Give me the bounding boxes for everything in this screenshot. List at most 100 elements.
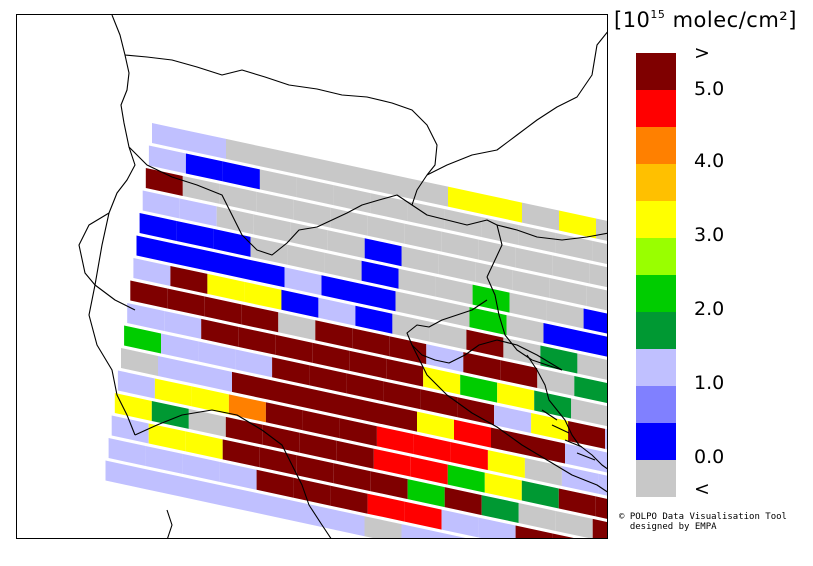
border-swiss-italy bbox=[128, 146, 503, 278]
islands-croatia bbox=[541, 409, 596, 461]
swath-cell bbox=[269, 379, 306, 408]
swath-cell bbox=[583, 308, 607, 334]
swath-cell bbox=[330, 207, 368, 236]
swath-cell bbox=[549, 278, 587, 306]
swath-cell bbox=[142, 190, 180, 219]
swath-cell bbox=[306, 387, 343, 416]
swath-cell bbox=[460, 374, 498, 403]
swath-cell bbox=[429, 321, 467, 350]
swath-cell bbox=[158, 356, 195, 384]
swath-cell bbox=[515, 247, 553, 276]
swath-cell bbox=[361, 260, 399, 289]
swath-cell bbox=[330, 485, 368, 514]
swath-cell bbox=[148, 423, 186, 452]
colorbar bbox=[636, 53, 676, 497]
border-italy-south bbox=[291, 464, 332, 538]
swath-cell bbox=[253, 492, 291, 521]
border-germany-switzerland bbox=[124, 54, 438, 176]
swath-cell bbox=[478, 517, 516, 538]
swath-cell bbox=[423, 366, 461, 395]
border-austria-germany bbox=[426, 31, 607, 176]
swath-cell bbox=[293, 477, 331, 506]
swath-cell bbox=[571, 398, 607, 427]
swath-cell bbox=[373, 448, 411, 477]
colorbar-swatch bbox=[636, 164, 676, 201]
swath-cell bbox=[592, 518, 607, 538]
swath-cell bbox=[318, 297, 356, 326]
swath-cell bbox=[574, 376, 607, 403]
swath-cell bbox=[315, 320, 353, 349]
swath-cell bbox=[222, 439, 260, 468]
swath-cell bbox=[509, 292, 547, 321]
swath-cell bbox=[339, 418, 377, 447]
swath-cell bbox=[265, 402, 303, 431]
swath-cell bbox=[167, 288, 205, 317]
swath-cell bbox=[506, 315, 544, 343]
colorbar-swatch bbox=[636, 53, 676, 90]
swath-cell bbox=[164, 311, 202, 339]
swath-cell bbox=[487, 450, 525, 478]
swath-cell bbox=[577, 353, 607, 380]
swath-cell bbox=[518, 225, 556, 253]
swath-cell bbox=[540, 345, 578, 374]
swath-cell bbox=[235, 349, 273, 378]
swath-cell bbox=[327, 508, 365, 537]
swath-cell bbox=[145, 446, 183, 474]
swath-cell bbox=[170, 266, 208, 294]
swath-cell bbox=[401, 524, 439, 538]
swath-cell bbox=[333, 463, 371, 492]
swath-cell bbox=[148, 145, 186, 174]
swath-cell bbox=[262, 424, 300, 453]
swath-cell bbox=[281, 289, 319, 318]
swath-cell bbox=[250, 236, 288, 265]
swath-cell bbox=[515, 525, 553, 538]
swath-cell bbox=[333, 185, 371, 214]
swath-cell bbox=[568, 421, 606, 449]
swath-cell bbox=[389, 336, 427, 365]
colorbar-label: 4.0 bbox=[694, 150, 725, 172]
swath-cell bbox=[213, 228, 251, 257]
swath-cell bbox=[500, 360, 538, 388]
swath-cell bbox=[444, 209, 482, 238]
border-austria-slovenia bbox=[496, 224, 607, 241]
map-panel bbox=[16, 14, 608, 539]
swath-cell bbox=[349, 350, 387, 379]
swath-cell bbox=[565, 443, 602, 472]
swath-cell bbox=[287, 244, 325, 273]
swath-cell bbox=[497, 382, 535, 411]
swath-cell bbox=[374, 170, 411, 199]
swath-cell bbox=[161, 333, 199, 362]
swath-cell bbox=[589, 263, 607, 288]
credit-text: © POLPO Data Visualisation Tool designed… bbox=[619, 512, 787, 532]
swath-cell bbox=[447, 464, 485, 493]
swath-cell bbox=[204, 296, 242, 325]
swath-cell bbox=[247, 259, 285, 288]
swath-cell bbox=[485, 194, 522, 223]
swath-cell bbox=[559, 210, 596, 239]
colorbar-swatch bbox=[636, 127, 676, 164]
swath-cell bbox=[139, 213, 177, 241]
swath-cell bbox=[256, 191, 294, 220]
swath-cell bbox=[299, 432, 337, 461]
country-borders bbox=[78, 15, 607, 538]
swath-cell bbox=[524, 458, 562, 486]
colorbar-label: > bbox=[694, 42, 710, 64]
swath-cell bbox=[404, 501, 442, 530]
swath-cell bbox=[219, 183, 257, 212]
swath-cell bbox=[256, 469, 294, 498]
swath-cell bbox=[176, 221, 214, 249]
swath-cell bbox=[263, 146, 300, 175]
swath-cell bbox=[457, 397, 495, 426]
swath-cell bbox=[272, 357, 310, 386]
swath-cell bbox=[420, 389, 458, 418]
swath-map bbox=[78, 15, 607, 538]
swath-cell bbox=[478, 239, 516, 268]
swath-cell bbox=[484, 472, 522, 501]
swath-cell bbox=[546, 300, 584, 329]
border-austria-italy bbox=[411, 174, 428, 206]
swath-cell bbox=[441, 509, 479, 538]
swath-cell bbox=[494, 405, 532, 433]
swath-cell bbox=[358, 283, 396, 312]
swath-cell bbox=[253, 214, 291, 243]
swath-cell bbox=[201, 318, 239, 347]
